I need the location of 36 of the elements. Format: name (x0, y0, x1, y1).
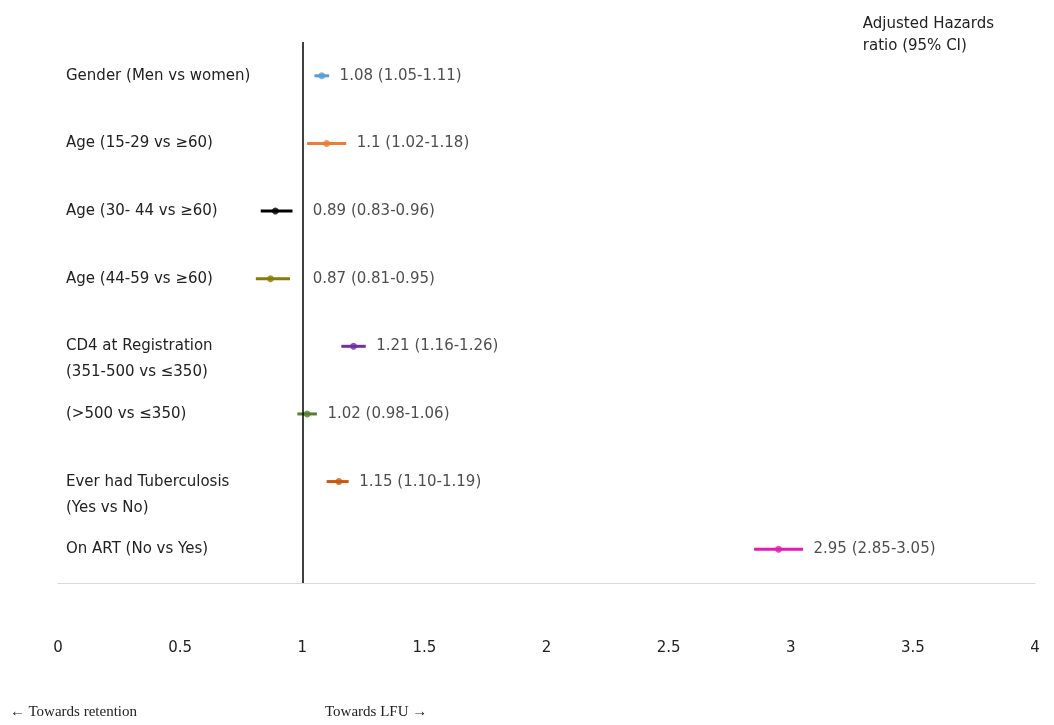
data-label: 0.89 (0.83-0.96) (312, 201, 435, 220)
x-tick-label: 0.5 (168, 637, 193, 656)
y-tick-label: Gender (Men vs women) (66, 65, 251, 84)
data-label: 1.1 (1.02-1.18) (356, 133, 470, 152)
point (350, 342, 358, 350)
point (303, 410, 311, 418)
x-tick-label: 3.5 (900, 637, 925, 656)
text: ← Towards retention (10, 702, 138, 719)
y-tick-label: Age (44-59 vs ≥60) (66, 268, 213, 287)
x-tick-label: 1.5 (412, 637, 437, 656)
y-tick-label: Ever had Tuberculosis (Yes vs No) (66, 471, 230, 516)
annotation: Adjusted Hazards ratio (95% CI) (862, 14, 995, 54)
x-tick-label: 0 (53, 637, 63, 656)
y-tick-label: (>500 vs ≤350) (66, 403, 187, 422)
point (775, 545, 783, 553)
point (267, 275, 274, 283)
data-label: 1.08 (1.05-1.11) (339, 65, 462, 84)
point (318, 72, 326, 80)
y-tick-label: CD4 at Registration (351-500 vs ≤350) (66, 336, 213, 381)
y-tick-label: Age (30- 44 vs ≥60) (66, 201, 218, 220)
point (323, 139, 331, 147)
x-tick-label: 2.5 (656, 637, 681, 656)
point (271, 207, 279, 215)
x-tick-label: 1 (297, 637, 308, 656)
data-label: 0.87 (0.81-0.95) (312, 268, 435, 287)
data-label: 2.95 (2.85-3.05) (813, 539, 936, 558)
y-tick-label: On ART (No vs Yes) (66, 539, 209, 558)
text: Towards LFU → (325, 702, 428, 719)
x-tick-label: 3 (785, 637, 796, 656)
x-tick-label: 4 (1030, 637, 1040, 656)
point (335, 478, 343, 486)
y-tick-label: Age (15-29 vs ≥60) (66, 133, 213, 152)
x-tick-label: 2 (541, 637, 552, 656)
data-label: 1.21 (1.16-1.26) (376, 336, 499, 355)
data-label: 1.02 (0.98-1.06) (327, 403, 450, 422)
data-label: 1.15 (1.10-1.19) (359, 471, 482, 490)
